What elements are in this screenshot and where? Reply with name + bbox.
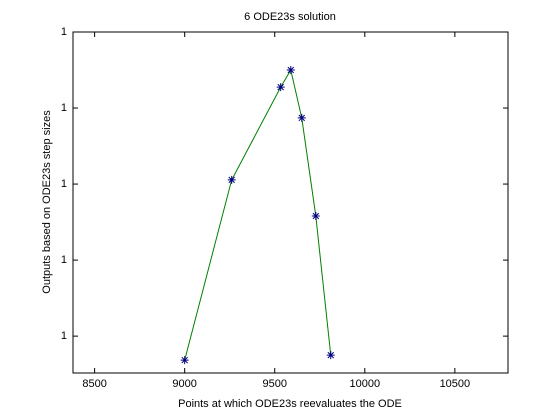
x-tick-label: 10000: [350, 378, 381, 390]
y-axis-label: Outputs based on ODE23s step sizes: [41, 110, 53, 294]
plot-content: [180, 66, 335, 365]
marker: [297, 113, 306, 122]
y-tick-label: 1: [61, 254, 67, 266]
y-tick-label: 1: [61, 330, 67, 342]
y-tick-label: 1: [61, 178, 67, 190]
marker: [276, 83, 285, 92]
x-tick-label: 8500: [82, 378, 106, 390]
chart-title: 6 ODE23s solution: [244, 11, 336, 23]
marker: [311, 211, 320, 220]
x-tick-label: 9500: [262, 378, 286, 390]
marker: [180, 356, 189, 365]
x-axis-label: Points at which ODE23s reevaluates the O…: [178, 398, 402, 410]
marker: [227, 175, 236, 184]
x-tick-label: 10500: [440, 378, 471, 390]
marker: [326, 351, 335, 360]
y-tick-label: 1: [61, 102, 67, 114]
y-tick-label: 1: [61, 26, 67, 38]
marker: [286, 66, 295, 75]
x-tick-label: 9000: [172, 378, 196, 390]
plot-area: [72, 31, 509, 374]
